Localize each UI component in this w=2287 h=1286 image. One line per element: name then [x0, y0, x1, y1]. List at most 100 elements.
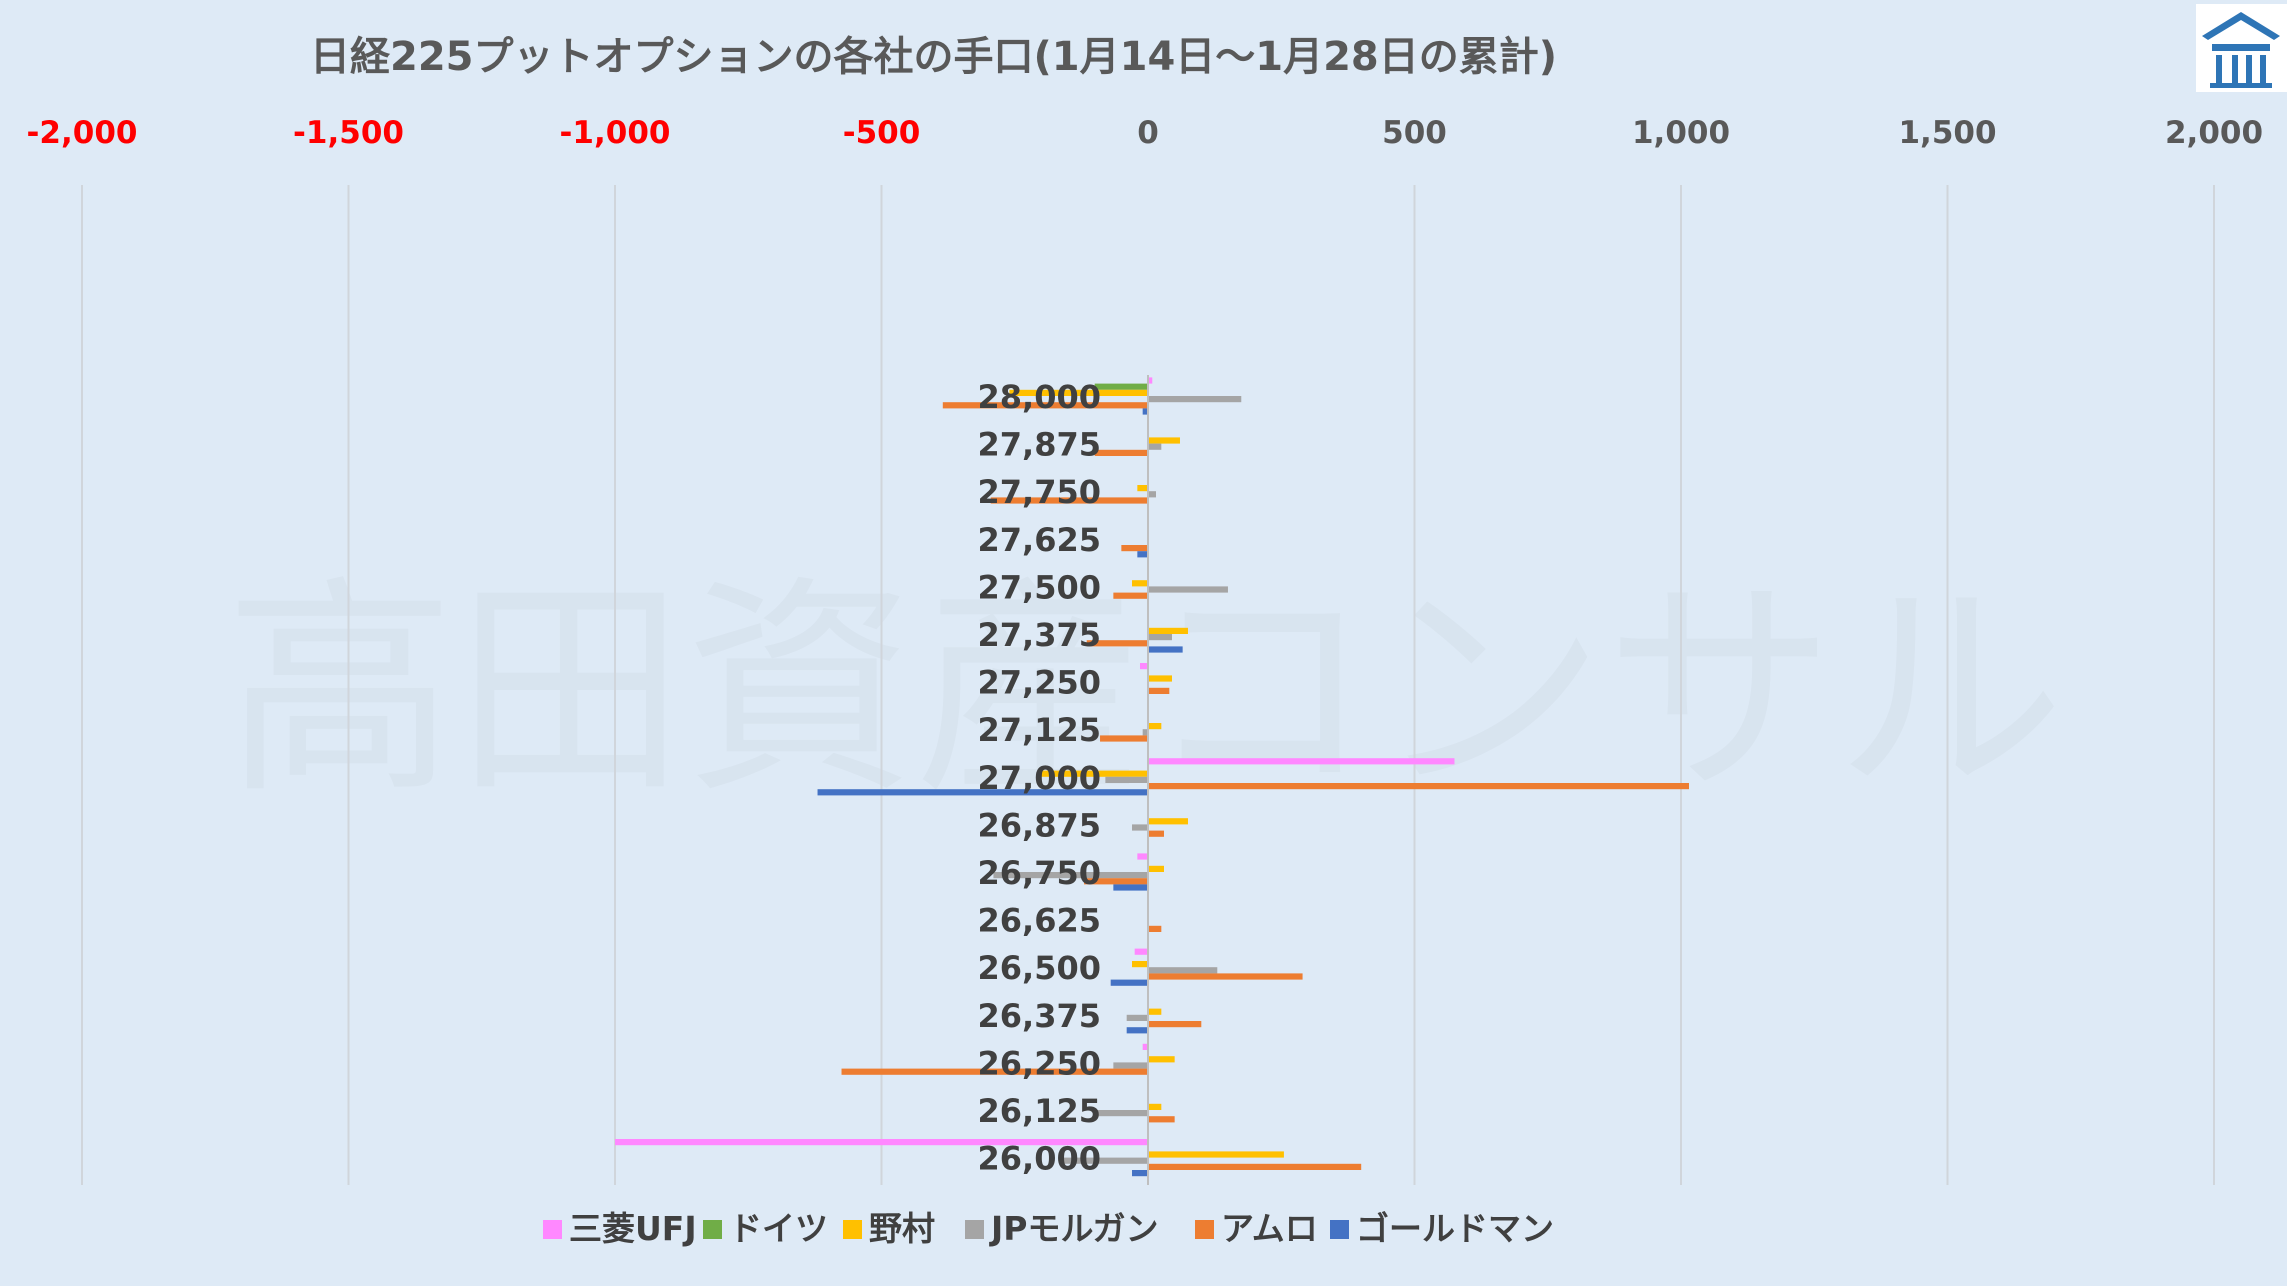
- x-tick-label: 2,000: [2165, 115, 2263, 151]
- x-tick-label: 500: [1382, 115, 1447, 151]
- bar: [1148, 783, 1689, 790]
- bar: [1137, 853, 1148, 860]
- legend-swatch: [543, 1220, 562, 1239]
- bar: [1062, 1157, 1148, 1164]
- bar: [1148, 687, 1170, 694]
- bar: [1132, 961, 1148, 968]
- legend-label: ドイツ: [729, 1209, 828, 1248]
- bar: [1148, 675, 1172, 682]
- bar: [1113, 592, 1148, 599]
- legend-swatch: [1195, 1220, 1214, 1239]
- bar: [1009, 389, 1148, 396]
- bar: [1100, 735, 1148, 742]
- bar: [1097, 1110, 1148, 1117]
- bar: [1148, 1163, 1362, 1170]
- bar: [817, 789, 1148, 796]
- bar: [1148, 646, 1183, 653]
- bar: [1148, 723, 1162, 730]
- x-tick-label: -1,500: [293, 115, 404, 151]
- category-label: 26,500: [978, 949, 1101, 987]
- x-tick-label: -1,000: [560, 115, 671, 151]
- category-label: 27,250: [978, 664, 1101, 702]
- bar: [1132, 580, 1148, 587]
- x-tick-label: 1,500: [1898, 115, 1996, 151]
- bar: [1148, 634, 1172, 641]
- x-tick-label: -500: [843, 115, 921, 151]
- legend-swatch: [703, 1220, 722, 1239]
- bar: [1142, 408, 1148, 415]
- category-label: 27,125: [978, 711, 1101, 749]
- category-label: 27,500: [978, 568, 1101, 606]
- bar: [1134, 948, 1148, 955]
- bar: [1148, 925, 1162, 932]
- legend: 三菱UFJ ドイツ 野村 JPモルガン アムロ ゴールドマン: [543, 1209, 1554, 1248]
- bar: [841, 1068, 1148, 1075]
- shrine-logo-icon: [2196, 4, 2287, 92]
- bar: [1148, 627, 1188, 634]
- category-label: 26,250: [978, 1044, 1101, 1082]
- bar: [1142, 729, 1148, 736]
- bar: [1132, 1170, 1148, 1177]
- legend-label: 野村: [869, 1209, 935, 1248]
- bar: [1086, 640, 1148, 647]
- bar: [1094, 449, 1148, 456]
- bar: [1148, 437, 1180, 444]
- bar: [1094, 383, 1148, 390]
- legend-label: アムロ: [1221, 1209, 1318, 1248]
- bar: [1148, 865, 1164, 872]
- category-label: 27,625: [978, 521, 1101, 559]
- bar: [1110, 979, 1148, 986]
- x-tick-label: 0: [1137, 115, 1159, 151]
- bar: [1148, 586, 1228, 593]
- bar: [1148, 830, 1164, 837]
- bar: [1148, 491, 1156, 498]
- bar: [990, 497, 1148, 504]
- bar: [1148, 758, 1455, 765]
- category-labels: 28,000 27,875 27,750 27,625 27,500 27,375 27,2…: [978, 378, 1101, 1178]
- category-label: 28,000: [978, 378, 1101, 416]
- x-tick-label: -2,000: [27, 115, 138, 151]
- category-label: 26,375: [978, 997, 1101, 1035]
- bar: [615, 1139, 1148, 1146]
- legend-label: ゴールドマン: [1356, 1209, 1554, 1248]
- bar: [1148, 973, 1303, 980]
- bar: [1121, 545, 1148, 552]
- bar: [1126, 1027, 1148, 1034]
- category-label: 26,625: [978, 902, 1101, 940]
- category-label: 27,375: [978, 616, 1101, 654]
- bar: [1148, 1056, 1175, 1063]
- bar: [1140, 663, 1148, 670]
- x-axis-ticks: -2,000 -1,500 -1,000 -500 0 500 1,000 1,500 2,00…: [27, 115, 2263, 151]
- category-label: 26,750: [978, 854, 1101, 892]
- bar: [1137, 485, 1148, 492]
- bar: [1084, 878, 1148, 885]
- bar: [1113, 884, 1148, 891]
- bar: [1148, 818, 1188, 825]
- bar: [1148, 443, 1162, 450]
- bar: [1148, 1116, 1175, 1123]
- category-label: 27,875: [978, 426, 1101, 464]
- category-label: 26,000: [978, 1140, 1101, 1178]
- category-label: 27,750: [978, 473, 1101, 511]
- x-tick-label: 1,000: [1632, 115, 1730, 151]
- bar: [1105, 776, 1148, 783]
- legend-swatch: [965, 1220, 984, 1239]
- bars: [615, 377, 1689, 1177]
- bar: [1041, 770, 1148, 777]
- bar: [1132, 824, 1148, 831]
- bar: [1148, 1151, 1284, 1158]
- bar: [1142, 1043, 1148, 1050]
- bar: [1148, 396, 1242, 403]
- bar: [1148, 377, 1153, 384]
- bar: [993, 872, 1148, 879]
- bar: [1113, 1062, 1148, 1069]
- bar: [1148, 967, 1218, 974]
- category-label: 26,125: [978, 1092, 1101, 1130]
- legend-label: 三菱UFJ: [569, 1209, 697, 1248]
- bar: [1148, 1021, 1202, 1028]
- bar: [1126, 1014, 1148, 1021]
- category-label: 27,000: [978, 759, 1101, 797]
- legend-label: JPモルガン: [989, 1209, 1158, 1248]
- bar: [942, 402, 1148, 409]
